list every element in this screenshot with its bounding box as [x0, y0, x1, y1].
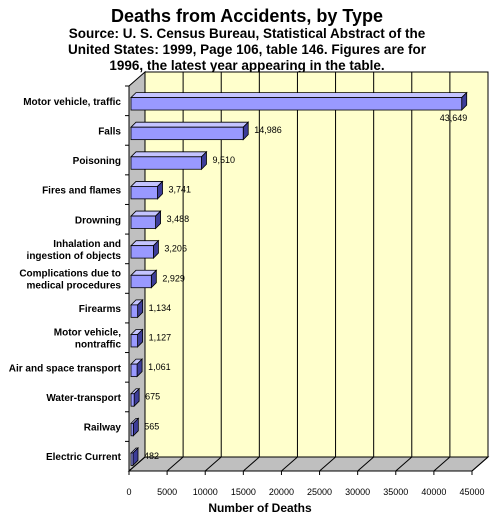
- bar: [130, 215, 156, 229]
- floor-gridline: [128, 456, 146, 472]
- data-label: 675: [145, 392, 160, 402]
- x-tick-label: 15000: [231, 487, 256, 497]
- plot-floor: [127, 456, 490, 472]
- data-label: 482: [144, 451, 159, 461]
- data-label: 1,134: [149, 303, 172, 313]
- data-label: 14,986: [254, 125, 282, 135]
- bar-top: [130, 151, 208, 158]
- category-label: Firearms: [79, 304, 122, 315]
- category-label: medical procedures: [27, 281, 122, 292]
- x-tick-label: 35000: [383, 487, 408, 497]
- bar: [130, 422, 134, 437]
- bar: [130, 393, 135, 407]
- data-label: 2,929: [162, 273, 185, 283]
- category-label: nontraffic: [75, 340, 122, 351]
- floor-gridline: [471, 456, 489, 472]
- floor-gridline: [433, 456, 451, 472]
- floor-gridline: [204, 456, 222, 472]
- floor-gridline: [166, 456, 184, 472]
- bar: [130, 334, 138, 348]
- floor-gridline: [281, 456, 298, 472]
- bar-top: [130, 121, 250, 128]
- chart-subtitle: Source: U. S. Census Bureau, Statistical…: [68, 26, 426, 73]
- floor-gridline: [395, 456, 413, 472]
- floor-gridline: [319, 456, 336, 472]
- bar: [130, 245, 154, 259]
- x-tick-label: 10000: [193, 487, 218, 497]
- x-tick-label: 45000: [459, 487, 484, 497]
- category-label: Motor vehicle,: [54, 328, 121, 339]
- category-label: Fires and flames: [42, 186, 121, 197]
- category-label: Poisoning: [73, 156, 121, 167]
- bar: [130, 304, 139, 318]
- category-label: Motor vehicle, traffic: [23, 97, 121, 108]
- bar: [130, 97, 463, 111]
- x-axis-label: Number of Deaths: [208, 501, 312, 515]
- data-label: 3,488: [167, 214, 190, 224]
- bar: [130, 156, 202, 170]
- bar: [130, 274, 152, 289]
- data-label: 1,127: [149, 333, 172, 343]
- data-label: 565: [144, 421, 159, 431]
- data-label: 3,741: [169, 184, 192, 194]
- data-label: 9,510: [212, 155, 235, 165]
- x-tick-label: 5000: [157, 487, 177, 497]
- data-label: 1,061: [148, 362, 171, 372]
- category-label: Water-transport: [46, 393, 121, 404]
- category-label: Electric Current: [46, 452, 122, 463]
- data-label: 3,206: [164, 244, 187, 254]
- x-tick-label: 40000: [421, 487, 446, 497]
- category-label: ingestion of objects: [27, 251, 122, 262]
- floor-gridline: [357, 456, 374, 472]
- category-label: Falls: [98, 126, 121, 137]
- category-label: Inhalation and: [53, 239, 121, 250]
- bar: [130, 126, 244, 141]
- x-tick-label: 20000: [269, 487, 294, 497]
- bar: [130, 186, 158, 200]
- floor-gridline: [243, 456, 260, 472]
- category-label: Air and space transport: [9, 363, 122, 374]
- chart-title: Deaths from Accidents, by Type: [110, 6, 384, 26]
- category-label: Drowning: [75, 215, 121, 226]
- bar-top: [130, 92, 468, 98]
- x-tick-label: 0: [126, 487, 131, 497]
- data-label: 43,649: [440, 113, 468, 123]
- category-label: Railway: [84, 423, 122, 434]
- x-tick-label: 30000: [345, 487, 370, 497]
- bar: [130, 452, 134, 466]
- category-label: Complications due to: [19, 269, 121, 280]
- x-tick-label: 25000: [307, 487, 332, 497]
- bar: [130, 363, 138, 377]
